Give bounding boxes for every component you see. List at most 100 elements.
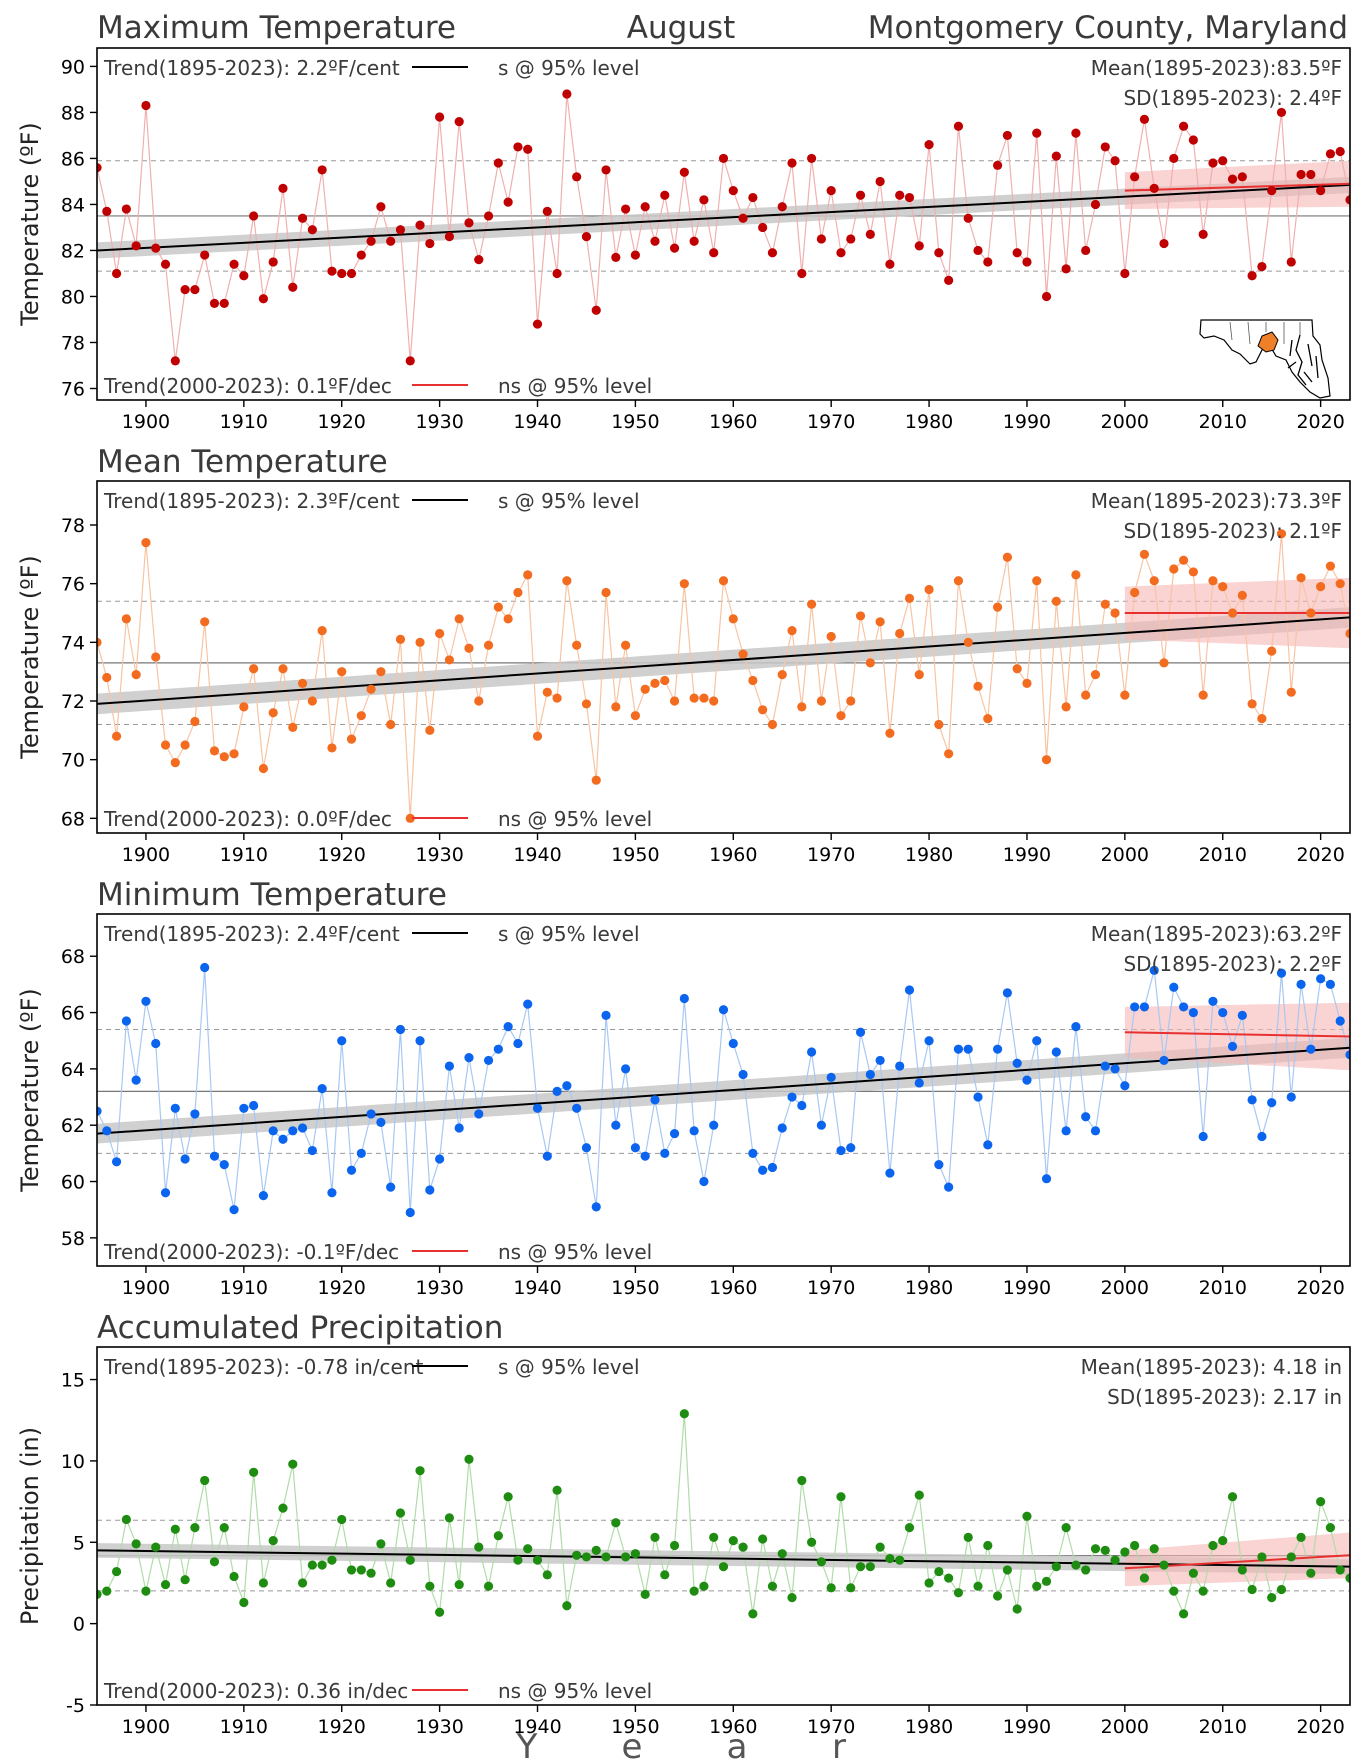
y-tick-label: 66 xyxy=(61,1003,85,1025)
data-point xyxy=(904,985,915,995)
data-point xyxy=(611,252,621,262)
trend-recent-significance: ns @ 95% level xyxy=(498,1679,652,1703)
data-point xyxy=(689,236,699,246)
data-point xyxy=(97,637,102,647)
data-point xyxy=(807,1537,817,1547)
data-point xyxy=(307,225,317,235)
x-tick-label: 1940 xyxy=(513,411,561,433)
data-point xyxy=(1130,587,1140,598)
data-point xyxy=(444,655,455,665)
data-point xyxy=(983,1140,993,1150)
data-point xyxy=(170,1524,180,1534)
sd-text: SD(1895-2023): 2.1ºF xyxy=(1123,519,1342,543)
data-point xyxy=(376,202,386,212)
data-point xyxy=(1316,186,1326,196)
data-point xyxy=(797,702,807,712)
data-point xyxy=(1110,1555,1120,1565)
data-point xyxy=(288,722,298,733)
x-tick-label: 2010 xyxy=(1199,1277,1247,1299)
data-point xyxy=(493,158,503,168)
x-tick-label: 1940 xyxy=(513,844,561,866)
data-point xyxy=(1159,1560,1169,1570)
data-point xyxy=(121,1016,131,1026)
data-point xyxy=(386,236,396,246)
data-point xyxy=(288,282,298,292)
data-point xyxy=(1090,199,1101,210)
data-point xyxy=(346,1565,357,1575)
x-tick-label: 1950 xyxy=(611,1277,659,1299)
montgomery-county-shape xyxy=(1257,331,1279,353)
x-axis-label-letter-e: e xyxy=(622,1727,643,1760)
data-point xyxy=(97,1106,102,1116)
data-point xyxy=(1159,1055,1169,1066)
data-point xyxy=(1325,979,1336,990)
data-point xyxy=(1237,590,1247,601)
data-point xyxy=(1345,1573,1350,1583)
data-point xyxy=(591,1545,601,1556)
x-tick-label: 2010 xyxy=(1199,1716,1247,1738)
data-point xyxy=(1208,158,1218,168)
data-point xyxy=(297,213,308,223)
data-point xyxy=(1032,1036,1042,1046)
y-tick-label: 72 xyxy=(61,691,85,713)
x-tick-label: 1950 xyxy=(611,1716,659,1738)
data-point xyxy=(1237,1565,1247,1575)
data-point xyxy=(356,1565,366,1575)
data-point xyxy=(1061,1523,1071,1533)
data-point xyxy=(601,165,611,175)
data-point xyxy=(268,257,278,267)
data-point xyxy=(160,740,171,750)
data-point xyxy=(699,693,709,703)
data-point xyxy=(924,1578,934,1588)
data-point xyxy=(1237,172,1247,182)
data-point xyxy=(611,1120,621,1130)
data-point xyxy=(297,1123,308,1133)
x-tick-label: 2020 xyxy=(1296,1277,1344,1299)
data-point xyxy=(1169,564,1179,574)
data-point xyxy=(180,1575,190,1585)
data-point xyxy=(483,1581,494,1591)
data-point xyxy=(376,1117,386,1127)
data-point xyxy=(601,587,611,598)
data-point xyxy=(366,1568,376,1578)
trend-long-significance: s @ 95% level xyxy=(498,1355,640,1379)
data-point xyxy=(1198,1586,1208,1596)
x-tick-label: 1920 xyxy=(318,844,366,866)
data-point xyxy=(738,649,748,659)
data-point xyxy=(718,576,729,586)
data-point xyxy=(542,687,552,697)
data-point xyxy=(258,294,269,304)
data-point xyxy=(523,570,533,580)
data-point xyxy=(1198,229,1208,239)
data-point xyxy=(180,1154,190,1164)
data-point xyxy=(1149,576,1159,586)
data-point xyxy=(953,121,964,131)
x-tick-label: 2010 xyxy=(1199,411,1247,433)
data-point xyxy=(581,1143,592,1153)
data-point xyxy=(444,1061,455,1071)
x-tick-label: 1980 xyxy=(905,844,953,866)
data-point xyxy=(728,186,738,196)
data-point xyxy=(552,1086,562,1097)
data-point xyxy=(435,1607,445,1617)
data-point xyxy=(1130,1002,1140,1012)
data-point xyxy=(963,1044,973,1054)
data-point xyxy=(1306,169,1316,180)
data-point xyxy=(787,626,797,636)
data-point xyxy=(1041,291,1052,302)
x-tick-label: 1930 xyxy=(415,411,463,433)
x-tick-label: 1940 xyxy=(513,1277,561,1299)
x-tick-label: 2020 xyxy=(1296,411,1344,433)
data-point xyxy=(268,1536,278,1546)
data-point xyxy=(640,202,650,212)
y-axis-label: Temperature (ºF) xyxy=(16,122,44,327)
data-point xyxy=(924,1036,934,1046)
x-tick-label: 1920 xyxy=(318,1277,366,1299)
data-point xyxy=(141,1586,151,1596)
data-point xyxy=(474,1109,484,1119)
x-tick-label: 1950 xyxy=(611,411,659,433)
data-point xyxy=(1081,1112,1091,1122)
data-point xyxy=(366,1109,376,1119)
data-point xyxy=(924,584,934,595)
x-tick-label: 1900 xyxy=(122,411,170,433)
